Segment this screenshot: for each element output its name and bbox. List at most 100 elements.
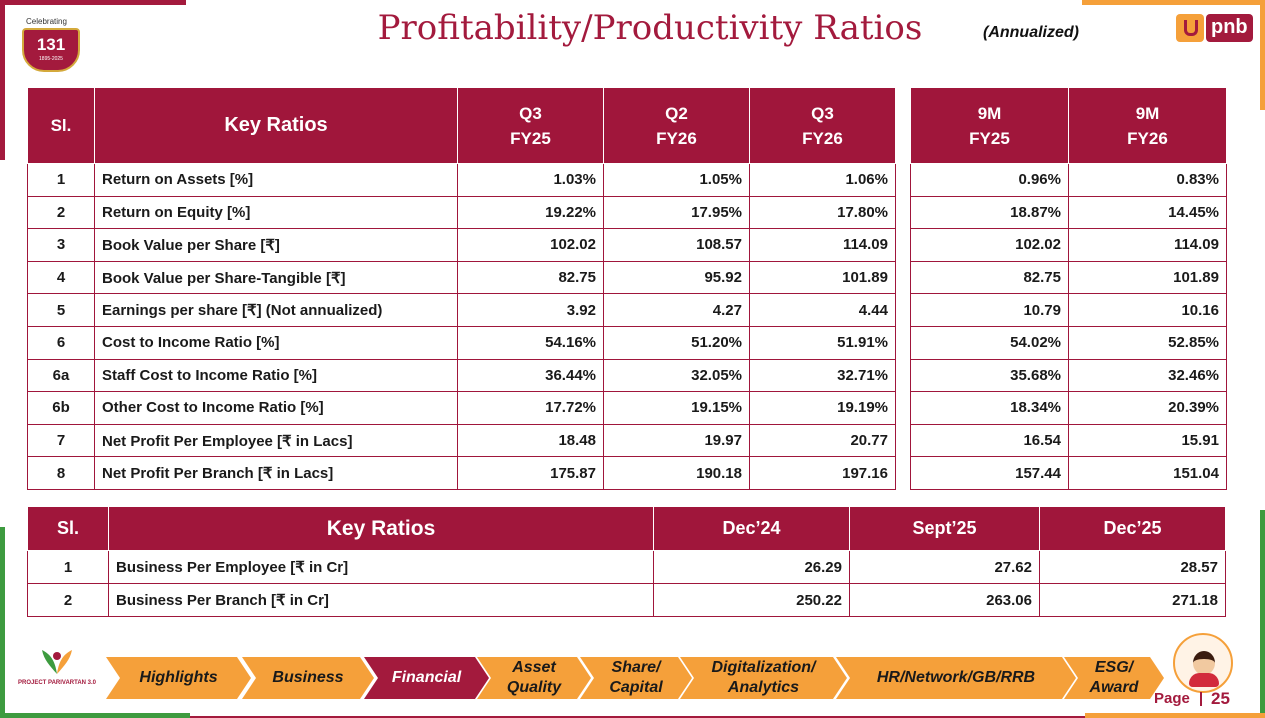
nav-label-line: Digitalization/ bbox=[711, 659, 816, 676]
page-separator bbox=[1200, 692, 1202, 706]
table-row: 6a Staff Cost to Income Ratio [%] 36.44%… bbox=[27, 359, 1227, 393]
cell-value: 4.44 bbox=[749, 293, 896, 327]
row-label: Staff Cost to Income Ratio [%] bbox=[94, 359, 458, 393]
header-q3-fy26: Q3 FY26 bbox=[749, 87, 896, 164]
nav-label: Business bbox=[272, 669, 344, 686]
cell-value: 190.18 bbox=[603, 456, 750, 490]
frame-accent bbox=[1260, 510, 1265, 718]
row-sl: 4 bbox=[27, 261, 95, 295]
table-row: 4 Book Value per Share-Tangible [₹] 82.7… bbox=[27, 261, 1227, 295]
row-label: Earnings per share [₹] (Not annualized) bbox=[94, 293, 458, 327]
frame-accent bbox=[1082, 0, 1265, 5]
nav-label: Financial bbox=[391, 669, 462, 686]
nav-label-line: Capital bbox=[609, 679, 663, 696]
cell-value: 102.02 bbox=[910, 228, 1069, 262]
cell-value: 18.34% bbox=[910, 391, 1069, 425]
cell-value: 32.05% bbox=[603, 359, 750, 393]
cell-value: 52.85% bbox=[1068, 326, 1227, 360]
table-row: 1 Business Per Employee [₹ in Cr] 26.29 … bbox=[27, 550, 1226, 584]
cell-value: 4.27 bbox=[603, 293, 750, 327]
anniversary-badge: Celebrating 131 1895-2025 bbox=[20, 14, 82, 74]
column-gap bbox=[895, 261, 911, 294]
row-sl: 7 bbox=[27, 424, 95, 458]
row-label: Other Cost to Income Ratio [%] bbox=[94, 391, 458, 425]
row-sl: 5 bbox=[27, 293, 95, 327]
nav-esg-award[interactable]: ESG/Award bbox=[1064, 657, 1164, 699]
row-label: Book Value per Share [₹] bbox=[94, 228, 458, 262]
row-sl: 6b bbox=[27, 391, 95, 425]
nav-label-line: ESG/ bbox=[1094, 659, 1134, 676]
row-sl: 8 bbox=[27, 456, 95, 490]
nav-asset-quality[interactable]: Asset Quality bbox=[477, 657, 591, 699]
header-line: FY26 bbox=[802, 128, 843, 148]
nav-label-line: Asset bbox=[512, 659, 556, 676]
nav-highlights[interactable]: Highlights bbox=[106, 657, 251, 699]
cell-value: 18.48 bbox=[457, 424, 604, 458]
annualized-note: (Annualized) bbox=[983, 24, 1079, 41]
pnb-logo-text: pnb bbox=[1206, 14, 1253, 42]
nav-digitalization-analytics[interactable]: Digitalization/Analytics bbox=[680, 657, 847, 699]
cell-value: 32.46% bbox=[1068, 359, 1227, 393]
section-nav: Highlights Business Financial Asset Quali… bbox=[0, 657, 1170, 699]
table-row: 6 Cost to Income Ratio [%] 54.16% 51.20%… bbox=[27, 326, 1227, 360]
mascot-icon bbox=[1173, 633, 1233, 693]
cell-value: 197.16 bbox=[749, 456, 896, 490]
cell-value: 157.44 bbox=[910, 456, 1069, 490]
cell-value: 19.19% bbox=[749, 391, 896, 425]
row-sl: 6a bbox=[27, 359, 95, 393]
cell-value: 10.16 bbox=[1068, 293, 1227, 327]
cell-value: 82.75 bbox=[457, 261, 604, 295]
nav-share-capital[interactable]: Share/Capital bbox=[580, 657, 692, 699]
cell-value: 101.89 bbox=[749, 261, 896, 295]
productivity-ratios-table: Sl. Key Ratios Dec’24 Sept’25 Dec’25 1 B… bbox=[27, 506, 1226, 617]
project-logo-text: PROJECT PARIVARTAN 3.0 bbox=[18, 680, 97, 686]
column-gap bbox=[895, 391, 911, 425]
frame-accent bbox=[1260, 0, 1265, 110]
header-line: FY26 bbox=[656, 128, 697, 148]
row-sl: 6 bbox=[27, 326, 95, 360]
mascot-body bbox=[1189, 673, 1219, 687]
cell-value: 10.79 bbox=[910, 293, 1069, 327]
cell-value: 35.68% bbox=[910, 359, 1069, 393]
nav-business[interactable]: Business bbox=[242, 657, 374, 699]
cell-value: 3.92 bbox=[457, 293, 604, 327]
cell-value: 26.29 bbox=[653, 550, 850, 584]
header-key-ratios: Key Ratios bbox=[94, 87, 458, 164]
frame-accent bbox=[1085, 713, 1265, 718]
cell-value: 263.06 bbox=[849, 583, 1040, 617]
nav-label: Asset Quality bbox=[507, 658, 561, 698]
cell-value: 20.77 bbox=[749, 424, 896, 458]
column-gap bbox=[895, 228, 911, 262]
header-line: Q3 bbox=[811, 103, 834, 123]
row-sl: 2 bbox=[27, 583, 109, 617]
header-q3-fy25: Q3 FY25 bbox=[457, 87, 604, 164]
cell-value: 114.09 bbox=[749, 228, 896, 262]
table-row: 5 Earnings per share [₹] (Not annualized… bbox=[27, 293, 1227, 327]
header-q2-fy26: Q2 FY26 bbox=[603, 87, 750, 164]
cell-value: 51.20% bbox=[603, 326, 750, 360]
badge-caption: Celebrating bbox=[26, 17, 67, 26]
nav-label: Digitalization/Analytics bbox=[712, 658, 816, 698]
page-number: 25 bbox=[1211, 689, 1230, 708]
cell-value: 17.72% bbox=[457, 391, 604, 425]
header-line: FY25 bbox=[969, 128, 1010, 148]
cell-value: 0.96% bbox=[910, 163, 1069, 197]
badge-number: 131 bbox=[36, 35, 66, 54]
header-sept25: Sept’25 bbox=[849, 506, 1040, 551]
row-sl: 3 bbox=[27, 228, 95, 262]
pnb-logo: pnb bbox=[1176, 14, 1253, 44]
table-row: 2 Business Per Branch [₹ in Cr] 250.22 2… bbox=[27, 583, 1226, 617]
page-label: Page bbox=[1154, 690, 1190, 707]
header-line: Q2 bbox=[665, 103, 688, 123]
row-label: Net Profit Per Employee [₹ in Lacs] bbox=[94, 424, 458, 458]
cell-value: 101.89 bbox=[1068, 261, 1227, 295]
nav-financial[interactable]: Financial bbox=[364, 657, 489, 699]
header-9m-fy25: 9M FY25 bbox=[910, 87, 1069, 164]
column-gap bbox=[895, 424, 911, 457]
cell-value: 51.91% bbox=[749, 326, 896, 360]
row-sl: 2 bbox=[27, 196, 95, 230]
cell-value: 17.80% bbox=[749, 196, 896, 230]
row-label: Cost to Income Ratio [%] bbox=[94, 326, 458, 360]
cell-value: 82.75 bbox=[910, 261, 1069, 295]
nav-hr-network[interactable]: HR/Network/GB/RRB bbox=[836, 657, 1076, 699]
